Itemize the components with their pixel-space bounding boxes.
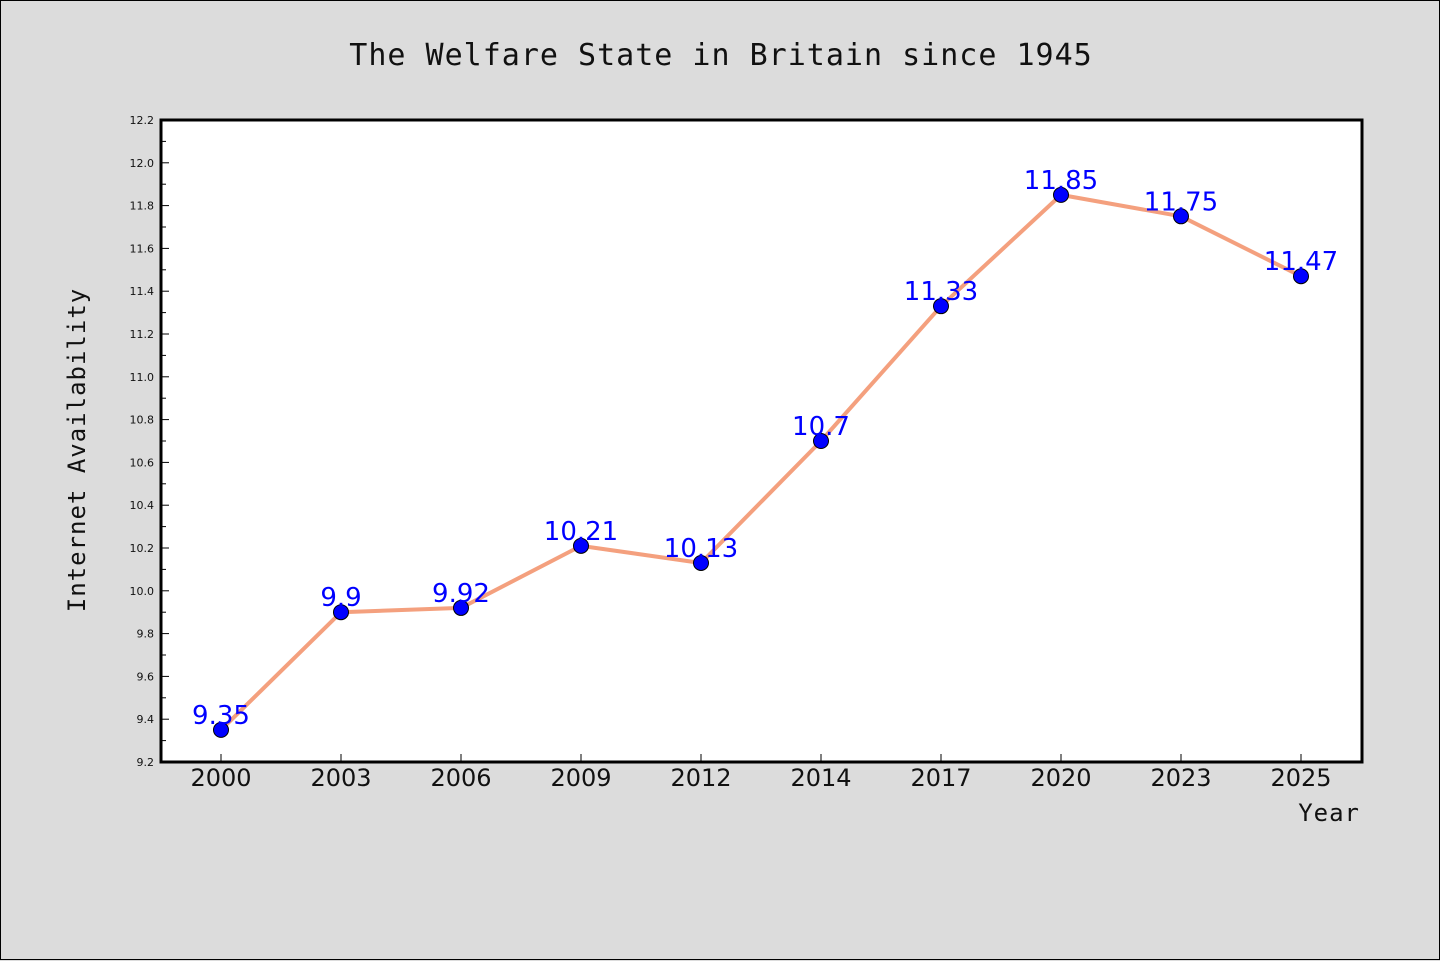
data-point-marker [573,537,589,554]
plot-area [161,120,1362,762]
x-tick-label: 2014 [790,764,851,792]
plot-border [159,118,1364,764]
y-tick-label: 9.2 [137,756,155,769]
x-tick-label: 2023 [1150,764,1211,792]
chart-title: The Welfare State in Britain since 1945 [349,38,1092,73]
data-point-marker [1293,268,1309,285]
data-point-marker [453,599,469,616]
data-point-marker [1173,208,1189,225]
x-tick-label: 2003 [310,764,371,792]
data-point-marker [693,554,709,571]
data-label: 10.13 [664,534,738,564]
data-label: 11.85 [1024,166,1098,196]
y-tick-label: 11.8 [130,200,155,213]
y-tick-label: 9.4 [137,713,155,726]
y-tick-label: 11.6 [130,242,155,255]
y-axis-label: Internet Availability [63,288,91,612]
data-label: 9.35 [192,701,250,731]
y-tick-label: 10.8 [130,414,155,427]
data-label: 11.47 [1264,247,1338,277]
data-point-marker [333,604,349,621]
data-point-marker [1053,186,1069,203]
data-point-marker [933,298,949,315]
y-tick-label: 12.2 [130,114,155,127]
y-tick-label: 11.0 [130,371,155,384]
y-tick-label: 11.4 [130,285,155,298]
x-tick-label: 2017 [910,764,971,792]
y-tick-label: 10.6 [130,456,155,469]
data-point-marker [813,433,829,449]
y-tick-label: 10.0 [130,585,155,598]
x-tick-label: 2012 [670,764,731,792]
data-label: 10.21 [544,517,618,547]
y-tick-label: 9.6 [137,670,155,683]
y-tick-label: 12.0 [130,157,155,170]
x-tick-label: 2000 [190,764,251,792]
y-axis-ticks: 9.2 9.4 9.6 9.8 10.0 10.2 10.4 10.6 10.8 11.0 11.2… [130,114,169,769]
y-tick-label: 10.2 [130,542,155,555]
x-axis-label: Year [1298,799,1360,827]
data-label: 11.33 [904,277,978,307]
data-label: 9.9 [320,583,361,613]
series-line [219,192,1303,732]
data-label: 10.7 [792,412,850,442]
data-labels: 9.35 9.9 9.92 10.21 10.13 10.7 11.33 11.85 11.75… [192,166,1338,731]
series-line-group [213,186,1309,738]
y-tick-label: 11.2 [130,328,155,341]
x-tick-label: 2025 [1270,764,1331,792]
y-tick-label: 9.8 [137,628,155,641]
data-point-marker [213,721,229,738]
data-label: 9.92 [432,579,490,609]
y-tick-label: 10.4 [130,499,155,512]
data-label: 11.75 [1144,187,1218,217]
x-tick-label: 2009 [550,764,611,792]
x-axis-ticks: 2000 2003 2006 2009 2012 2014 2017 2020 2023 2025 [190,754,1332,792]
x-tick-label: 2020 [1030,764,1091,792]
x-tick-label: 2006 [430,764,491,792]
